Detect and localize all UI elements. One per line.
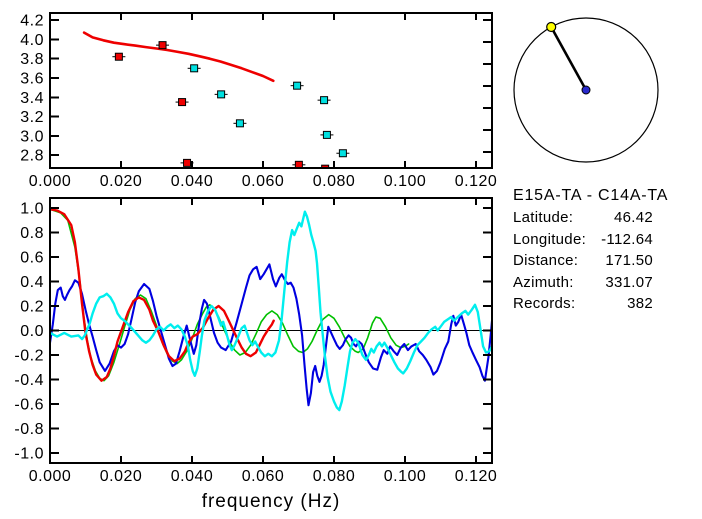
data-point-square (114, 52, 123, 61)
y-tick-label: -0.8 (14, 421, 44, 438)
x-axis-title: frequency (Hz) (202, 491, 341, 512)
azimuth-circle (513, 17, 659, 163)
x-tick-label: 0.060 (242, 468, 285, 485)
y-tick-label: 3.4 (20, 90, 44, 107)
data-point-square (190, 64, 199, 73)
info-value: 46.42 (613, 209, 653, 227)
y-tick-label: 0.4 (20, 274, 44, 291)
green-correlation-curve (50, 208, 410, 382)
y-tick-label: 3.6 (20, 71, 44, 88)
y-tick-label: -0.2 (14, 348, 44, 365)
y-tick-label: 0.0 (20, 323, 44, 340)
info-row-longitude: Longitude: -112.64 (513, 229, 695, 250)
info-row-azimuth: Azimuth: 331.07 (513, 272, 695, 293)
y-tick-label: 0.2 (20, 299, 44, 316)
y-tick-label: 4.2 (20, 13, 44, 30)
center-station-dot (581, 85, 591, 95)
y-tick-label: -1.0 (14, 446, 44, 463)
station-info-panel: E15A-TA - C14A-TA Latitude: 46.42 Longit… (513, 185, 695, 314)
cyan-velocity-picks (187, 64, 350, 158)
info-value: 171.50 (605, 252, 653, 270)
y-tick-label: 3.0 (20, 128, 44, 145)
dispersion-plot: 0.000 0.020 0.040 0.060 0.080 0.100 0.120 2.8 3.… (20, 12, 497, 191)
data-point-square (322, 130, 331, 139)
data-point-square (158, 41, 167, 50)
axes-frame (49, 12, 493, 169)
info-value: 331.07 (605, 273, 653, 291)
x-tick-label: 0.020 (100, 173, 143, 190)
x-tick-label: 0.080 (313, 468, 356, 485)
y-tick-label: 4.0 (20, 32, 44, 49)
data-point-square (338, 149, 347, 158)
info-row-distance: Distance: 171.50 (513, 250, 695, 271)
y-tick-label: 3.2 (20, 109, 44, 126)
x-tick-label: 0.000 (29, 468, 72, 485)
remote-station-dot (546, 21, 557, 33)
info-row-latitude: Latitude: 46.42 (513, 207, 695, 228)
cyan-correlation-curve (50, 210, 492, 412)
x-tick-label: 0.060 (242, 173, 285, 190)
blue-correlation-curve (50, 263, 492, 407)
info-label: Distance: (513, 252, 579, 270)
info-value: -112.64 (601, 230, 653, 248)
y-tick-label: 3.8 (20, 51, 44, 68)
info-label: Azimuth: (513, 273, 574, 291)
y-tick-label: 1.0 (20, 201, 44, 218)
x-tick-label: 0.040 (171, 468, 214, 485)
data-point-square (293, 81, 302, 90)
info-label: Records: (513, 295, 576, 313)
data-point-square (235, 119, 244, 128)
red-velocity-picks (112, 41, 330, 168)
y-tick-label: 0.6 (20, 250, 44, 267)
dispersion-series-area (82, 31, 350, 168)
y-tick-label: 2.8 (20, 148, 44, 165)
station-pair-title: E15A-TA - C14A-TA (513, 187, 669, 204)
x-tick-label: 0.100 (384, 173, 427, 190)
axis-labels: 0.000 0.020 0.040 0.060 0.080 0.100 0.120 1.0 0.… (14, 201, 498, 513)
data-point-square (217, 90, 226, 99)
y-tick-label: 0.8 (20, 225, 44, 242)
x-tick-label: 0.120 (455, 468, 498, 485)
x-tick-label: 0.120 (455, 173, 498, 190)
red-correlation-curve (50, 208, 275, 382)
axis-ticks (49, 13, 492, 168)
data-point-square (294, 160, 303, 168)
y-tick-label: -0.4 (14, 372, 44, 389)
azimuth-line (550, 26, 588, 91)
x-tick-label: 0.020 (100, 468, 143, 485)
info-label: Longitude: (513, 230, 587, 248)
correlation-series-area (50, 208, 492, 412)
x-tick-label: 0.000 (29, 173, 72, 190)
info-row-records: Records: 382 (513, 293, 695, 314)
data-point-square (178, 98, 187, 107)
x-tick-label: 0.080 (313, 173, 356, 190)
correlation-plot: 0.000 0.020 0.040 0.060 0.080 0.100 0.120 1.0 0.… (14, 197, 498, 513)
data-point-square (320, 96, 329, 105)
axis-ticks (49, 198, 492, 463)
azimuth-indicator (513, 17, 659, 163)
x-tick-label: 0.040 (171, 173, 214, 190)
data-point-square (183, 158, 192, 167)
data-point-square (321, 164, 330, 168)
y-tick-label: -0.6 (14, 397, 44, 414)
info-label: Latitude: (513, 209, 574, 227)
axis-labels: 0.000 0.020 0.040 0.060 0.080 0.100 0.120 2.8 3.… (20, 13, 497, 191)
reference-dispersion-curve (82, 31, 275, 83)
x-tick-label: 0.100 (384, 468, 427, 485)
info-value: 382 (627, 295, 653, 313)
